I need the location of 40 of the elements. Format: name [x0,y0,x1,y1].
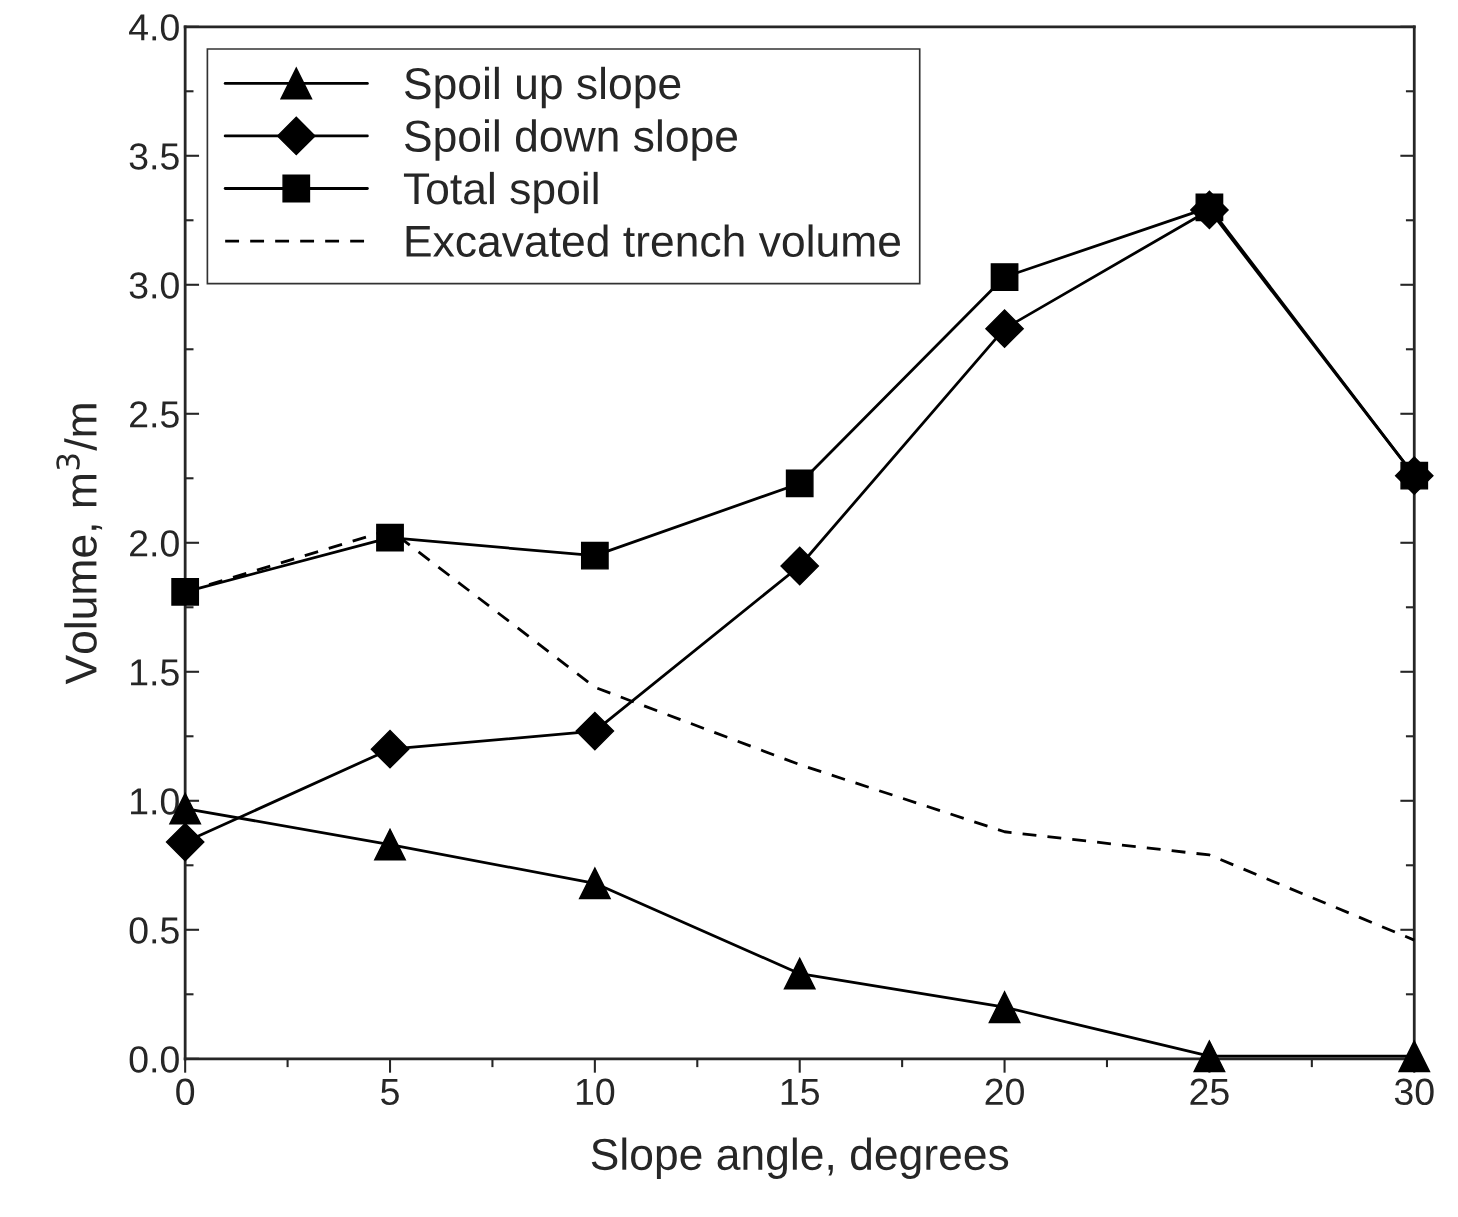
x-tick-label: 5 [381,1078,399,1106]
x-tick-label: 15 [781,1078,819,1106]
point [785,469,814,498]
y-tick-label: 0.0 [129,1046,179,1073]
legend-label: Total spoil [403,171,598,214]
x-tick-label: 25 [1190,1078,1229,1106]
y-axis-title: Volume, m$^{3}$/m [56,404,103,685]
point [985,309,1024,348]
y-tick-label: 4.0 [129,14,179,41]
point [575,711,615,751]
x-tick-label: 10 [576,1078,615,1106]
legend-label: Spoil up slope [404,66,681,109]
y-tick-label: 1.0 [131,788,179,815]
legend-label: Spoil down slope [404,119,737,161]
y-tick-label: 2.0 [130,530,179,557]
point [1190,190,1229,230]
x-tick-label: 0 [176,1078,195,1106]
point [374,828,406,861]
y-tick-label: 3.0 [129,272,179,299]
point [988,991,1021,1024]
point [578,867,611,900]
y-tick-label: 2.5 [130,401,179,428]
point [165,822,205,862]
y-tick-label: 3.5 [129,143,179,170]
legend-label: Excavated trench volume [406,224,900,258]
x-tick-label: 20 [985,1078,1024,1106]
point [1394,456,1434,496]
y-tick-label: 0.5 [129,917,179,944]
point [990,263,1019,291]
x-axis-title: Slope angle, degrees [591,1137,1009,1179]
point [780,546,820,586]
point [783,957,816,990]
y-tick-label: 1.5 [131,659,179,686]
point [171,577,200,606]
point [370,729,410,769]
point [580,541,609,570]
point [1398,1040,1431,1073]
point [1193,1040,1226,1073]
point [376,523,404,552]
x-tick-label: 30 [1394,1078,1434,1106]
